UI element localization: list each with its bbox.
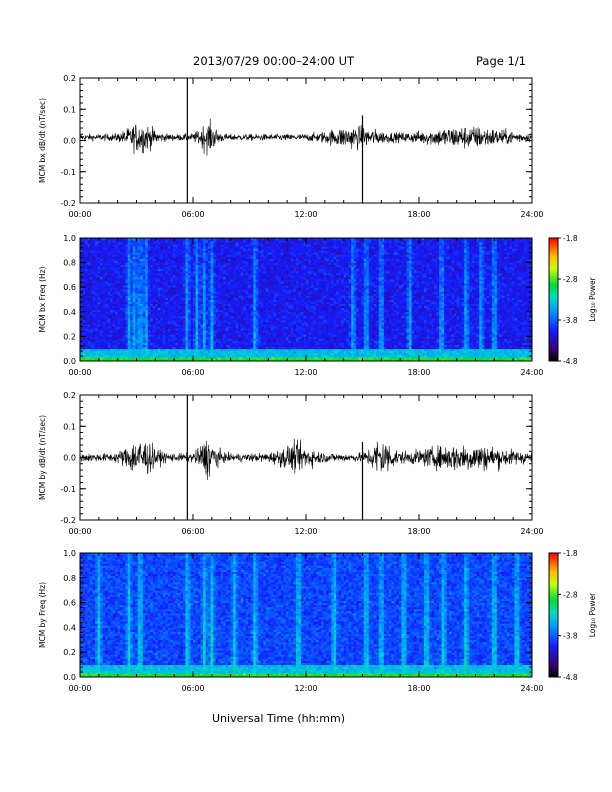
figure-page: 2013/07/29 00:00–24:00 UT Page 1/1 00:00… <box>0 0 612 792</box>
y-tick-label: 0.2 <box>63 74 76 83</box>
y-axis-label: MCM bx dB/dt (nT/sec) <box>38 98 47 183</box>
y-tick-label: 0.1 <box>63 105 76 114</box>
y-tick-label: -0.2 <box>60 199 76 208</box>
x-tick-label: 12:00 <box>294 210 317 219</box>
signal-trace <box>80 119 532 156</box>
panel-1-series <box>80 78 532 203</box>
chart-canvas: 00:00 06:00 12:00 18:00 24:00 0.2 0.1 0.0 -0.1 -0… <box>0 0 612 792</box>
y-tick-label: 0.0 <box>63 137 76 146</box>
x-tick-label: 24:00 <box>520 210 543 219</box>
x-tick-label: 18:00 <box>407 210 430 219</box>
x-tick-label: 00:00 <box>68 210 91 219</box>
y-tick-label: -0.1 <box>60 168 76 177</box>
panel-2-spectrogram <box>80 238 532 361</box>
x-tick-label: 06:00 <box>181 210 204 219</box>
